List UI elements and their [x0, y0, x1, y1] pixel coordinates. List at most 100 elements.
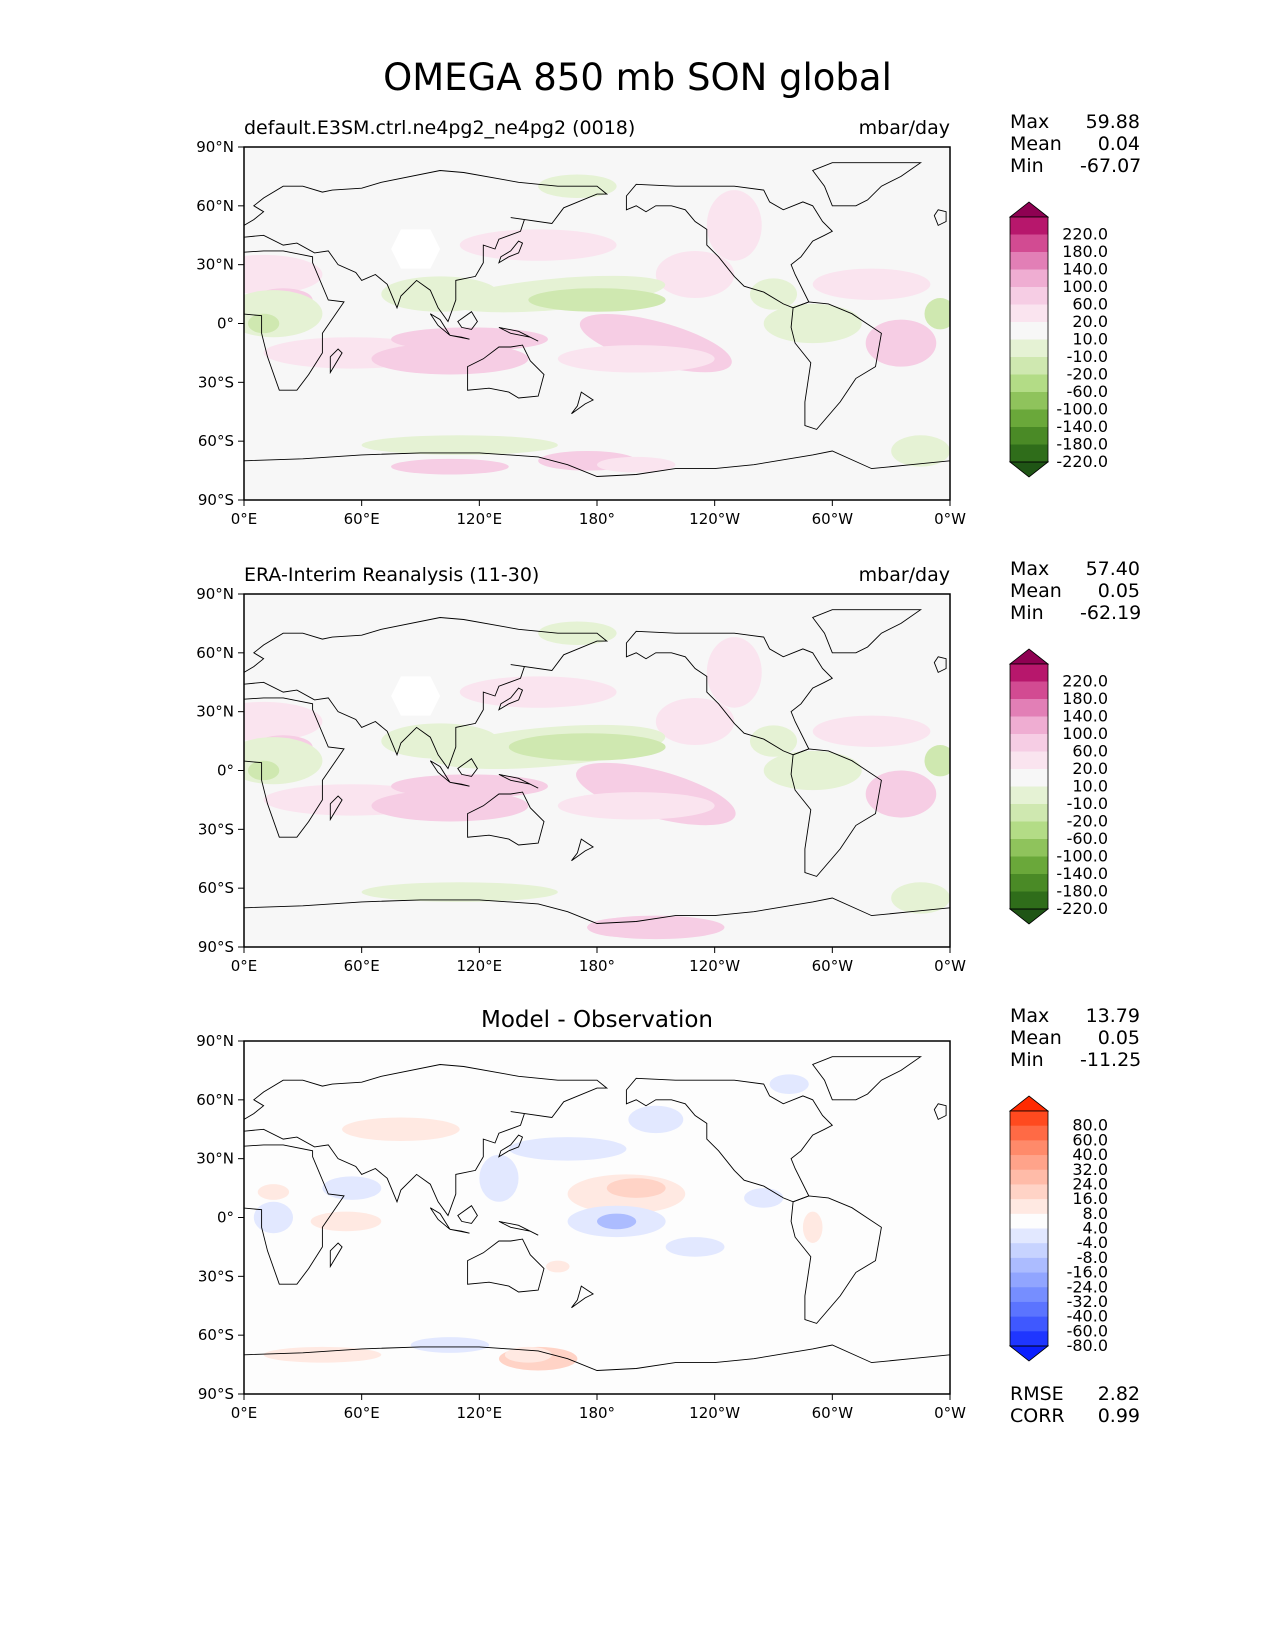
- colorbar-segment: [1010, 1213, 1048, 1229]
- colorbar-extend-top: [1008, 201, 1050, 218]
- colorbar-tick-label: -140.0: [1056, 417, 1108, 436]
- colorbar-segment: [1010, 821, 1048, 840]
- lon-tick-label: 60°W: [812, 510, 854, 528]
- colorbar-tick-label: 220.0: [1062, 672, 1108, 691]
- coastline: [933, 656, 947, 674]
- coastline: [329, 795, 343, 822]
- colorbar-segment: [1010, 1140, 1048, 1156]
- colorbar-tick-label: -16.0: [1067, 1263, 1108, 1282]
- colorbar-segment: [1010, 1257, 1048, 1274]
- stat-label: Min: [1010, 602, 1044, 624]
- colorbar-segment: [1010, 287, 1048, 305]
- stat-label: Min: [1010, 155, 1044, 177]
- colorbar-segment: [1010, 751, 1048, 770]
- field-contours: [244, 174, 950, 475]
- coastline: [498, 326, 539, 342]
- missing-data-region: [391, 676, 441, 716]
- field-contours: [253, 1074, 823, 1371]
- field-region: [263, 1346, 382, 1363]
- field-region: [508, 733, 666, 761]
- lat-tick-label: 90°N: [196, 585, 234, 603]
- field-region: [891, 882, 950, 914]
- colorbar-tick-label: 60.0: [1072, 1130, 1108, 1149]
- field-region: [247, 760, 280, 781]
- coastline: [790, 1195, 882, 1324]
- colorbar-segment: [1010, 444, 1048, 463]
- colorbar: 220.0180.0140.0100.060.020.010.0-10.0-20…: [1008, 201, 1108, 478]
- colorbar-segment: [1010, 1243, 1048, 1259]
- lon-tick-label: 60°E: [344, 1404, 380, 1422]
- panel-left-title: ERA-Interim Reanalysis (11-30): [244, 564, 540, 586]
- field-region: [459, 229, 617, 261]
- colorbar-tick-label: -32.0: [1067, 1292, 1108, 1311]
- field-region: [253, 1201, 294, 1234]
- colorbar-segment: [1010, 1111, 1048, 1127]
- stat-label: Mean: [1010, 580, 1062, 602]
- colorbar-tick-label: -80.0: [1067, 1336, 1108, 1355]
- field-region: [361, 882, 558, 902]
- coastline: [329, 348, 343, 375]
- colorbar: 220.0180.0140.0100.060.020.010.0-10.0-20…: [1008, 648, 1108, 925]
- colorbar-segment: [1010, 769, 1048, 787]
- coastline: [457, 311, 478, 330]
- coastline: [467, 1238, 545, 1293]
- colorbar-segment: [1010, 217, 1048, 235]
- figure-title: OMEGA 850 mb SON global: [383, 56, 892, 99]
- coastline: [449, 781, 470, 787]
- field-region: [749, 278, 798, 310]
- stat-label: Max: [1010, 111, 1050, 133]
- lon-tick-label: 0°E: [231, 957, 258, 975]
- lon-tick-label: 0°E: [231, 510, 258, 528]
- stat-label: Max: [1010, 558, 1050, 580]
- field-region: [371, 343, 529, 375]
- lon-tick-label: 120°W: [689, 510, 740, 528]
- lon-tick-label: 0°W: [934, 1404, 966, 1422]
- map-panel-reference: 90°N 60°N 30°N 0° 30°S 60°S 90°S0°E 60°E 120°E 18…: [196, 585, 966, 975]
- colorbar-segment: [1010, 1125, 1048, 1141]
- lat-tick-label: 30°N: [196, 256, 234, 274]
- coastlines: [244, 162, 950, 500]
- coastline: [467, 791, 545, 846]
- coastline: [498, 1134, 524, 1158]
- stats-block: Max 57.40 Mean 0.05 Min -62.19: [1010, 558, 1141, 624]
- coastline: [244, 450, 950, 500]
- colorbar-tick-label: 100.0: [1062, 724, 1108, 743]
- coastline: [790, 748, 882, 877]
- colorbar-tick-label: -4.0: [1077, 1233, 1108, 1252]
- lat-tick-label: 0°: [217, 1209, 234, 1227]
- field-region: [891, 435, 950, 467]
- field-region: [763, 303, 862, 344]
- lat-tick-label: 60°N: [196, 197, 234, 215]
- lat-tick-label: 30°S: [198, 820, 234, 838]
- stats-block: Max 13.79 Mean 0.05 Min -11.25: [1010, 1005, 1141, 1071]
- coastline: [244, 250, 345, 391]
- coastline: [244, 1064, 609, 1217]
- field-region: [557, 792, 715, 820]
- colorbar-tick-label: 140.0: [1062, 707, 1108, 726]
- colorbar-tick-label: -180.0: [1056, 435, 1108, 454]
- field-region: [342, 1117, 460, 1142]
- field-region: [597, 456, 676, 473]
- field-region: [924, 298, 950, 330]
- field-region: [557, 345, 715, 373]
- field-region: [606, 1178, 666, 1198]
- coastline: [498, 773, 539, 789]
- stat-mean: Mean 0.04: [1010, 133, 1140, 155]
- lon-tick-label: 60°E: [344, 957, 380, 975]
- field-region: [391, 458, 509, 475]
- colorbar-segment: [1010, 1228, 1048, 1244]
- field-region: [508, 1137, 627, 1161]
- field-region: [865, 770, 937, 818]
- lat-tick-label: 60°S: [198, 1326, 234, 1344]
- colorbar-segment: [1010, 339, 1048, 358]
- colorbar-segment: [1010, 874, 1048, 892]
- field-region: [628, 1105, 684, 1134]
- coastline: [933, 1103, 947, 1121]
- colorbar-tick-label: -180.0: [1056, 882, 1108, 901]
- colorbar-tick-label: -20.0: [1067, 365, 1108, 384]
- colorbar-segment: [1010, 716, 1048, 735]
- colorbar-segment: [1010, 1316, 1048, 1332]
- colorbar-segment: [1010, 664, 1048, 682]
- coastline: [244, 617, 609, 770]
- lon-tick-label: 60°W: [812, 957, 854, 975]
